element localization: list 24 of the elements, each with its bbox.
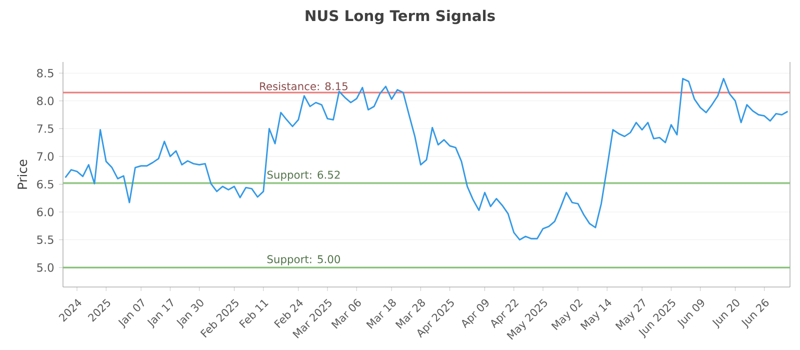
y-tick-label: 5.0	[37, 263, 54, 272]
x-tick-label: Apr 09	[462, 299, 489, 328]
x-tick-label: Feb 11	[239, 300, 268, 328]
y-tick-label: 7.0	[37, 152, 54, 161]
ref-line-label: Support: 6.52	[267, 170, 340, 181]
x-tick-label: Jun 09	[677, 299, 704, 329]
chart-title: NUS Long Term Signals	[306, 10, 495, 24]
y-tick-label: 5.5	[37, 236, 54, 244]
x-tick-label: Jan 30	[176, 299, 204, 329]
y-tick-label: 6.5	[37, 180, 54, 189]
y-tick-label: 8.5	[37, 68, 54, 78]
x-tick-label: Mar 06	[331, 298, 361, 329]
line-series	[64, 78, 788, 241]
x-tick-label: Jan 07	[118, 298, 144, 329]
ref-line-label: Support: 5.00	[267, 255, 340, 266]
x-tick-label: Jun 26	[741, 298, 769, 329]
ref-line-label: Resistance: 8.15	[260, 82, 348, 90]
x-tick-label: Jun 20	[712, 299, 740, 329]
y-tick-label: 7.5	[37, 124, 54, 133]
y-axis-title: Price	[17, 160, 28, 189]
y-tick-label: 6.0	[37, 208, 54, 216]
x-tick-label: Mar 18	[366, 299, 396, 329]
y-tick-label: 8.0	[37, 96, 54, 106]
x-tick-label: Jan 17	[147, 298, 174, 329]
